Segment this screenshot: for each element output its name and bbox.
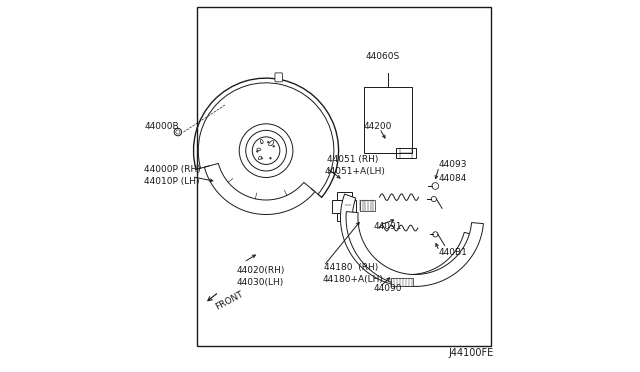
Bar — [332, 200, 356, 213]
Circle shape — [346, 202, 351, 207]
Bar — [337, 213, 351, 221]
Text: 44180+A(LH): 44180+A(LH) — [323, 275, 383, 284]
Circle shape — [257, 151, 258, 152]
Text: 44091: 44091 — [373, 222, 402, 231]
Circle shape — [174, 128, 182, 136]
Circle shape — [432, 183, 438, 189]
Ellipse shape — [260, 140, 263, 143]
Text: 44090: 44090 — [373, 284, 402, 293]
Text: 44051+A(LH): 44051+A(LH) — [325, 167, 386, 176]
Text: 44000B: 44000B — [145, 122, 179, 131]
Bar — [364, 87, 412, 153]
Bar — [337, 192, 351, 200]
Text: J44100FE: J44100FE — [449, 348, 493, 357]
Circle shape — [431, 196, 436, 202]
Circle shape — [252, 137, 280, 164]
Circle shape — [261, 157, 262, 159]
Bar — [390, 278, 413, 286]
Text: 44200: 44200 — [364, 122, 392, 131]
Circle shape — [257, 151, 258, 152]
Text: 44030(LH): 44030(LH) — [236, 278, 284, 287]
Text: 44051 (RH): 44051 (RH) — [326, 155, 378, 164]
Text: FRONT: FRONT — [214, 289, 245, 312]
Circle shape — [433, 232, 438, 237]
Bar — [360, 200, 375, 211]
Text: 44060S: 44060S — [365, 52, 399, 61]
Circle shape — [261, 142, 262, 144]
Ellipse shape — [269, 141, 274, 146]
Text: 44093: 44093 — [439, 160, 468, 169]
Ellipse shape — [257, 148, 261, 151]
Text: 44010P (LH): 44010P (LH) — [145, 177, 200, 186]
Text: 44000P (RH): 44000P (RH) — [145, 165, 201, 174]
Bar — [197, 7, 491, 346]
Text: 440B1: 440B1 — [439, 248, 468, 257]
Polygon shape — [204, 163, 315, 215]
Circle shape — [261, 143, 262, 144]
Circle shape — [268, 141, 269, 143]
Text: 44020(RH): 44020(RH) — [236, 266, 285, 275]
Polygon shape — [346, 212, 483, 286]
Ellipse shape — [269, 142, 273, 145]
Circle shape — [246, 130, 286, 171]
Circle shape — [273, 145, 275, 147]
FancyBboxPatch shape — [275, 73, 282, 82]
Text: 44084: 44084 — [439, 174, 467, 183]
Polygon shape — [340, 194, 476, 286]
Text: 44180  (RH): 44180 (RH) — [324, 263, 378, 272]
Bar — [396, 148, 415, 158]
Circle shape — [239, 124, 293, 177]
Ellipse shape — [259, 156, 262, 160]
Circle shape — [273, 146, 274, 147]
Circle shape — [269, 157, 271, 159]
